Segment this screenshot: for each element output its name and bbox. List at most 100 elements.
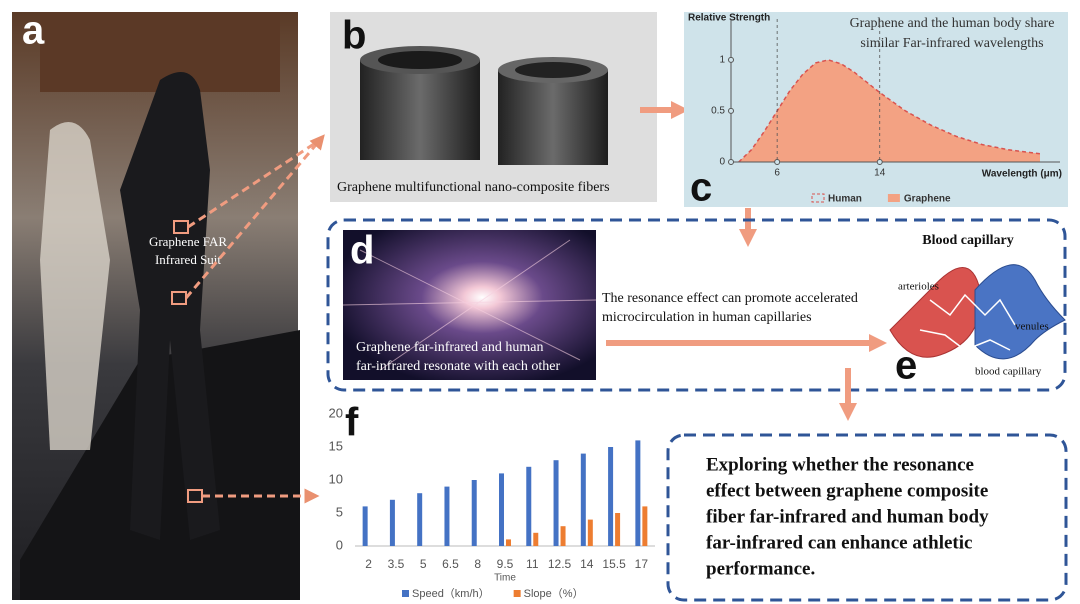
- y-tick-label: 0: [336, 537, 343, 552]
- capillary-network: [919, 293, 1016, 351]
- conclusion-text: performance.: [706, 558, 815, 579]
- label: blood capillary: [975, 366, 1042, 378]
- y-tick-label: 10: [329, 471, 343, 486]
- resonance-text: microcirculation in human capillaries: [602, 310, 812, 325]
- bar: [533, 532, 539, 546]
- conclusion-text: effect between graphene composite: [706, 480, 988, 501]
- panel-title: Blood capillary: [922, 233, 1013, 248]
- bar: [444, 486, 450, 546]
- panel-a: a Graphene FAR Infrared Suit: [12, 9, 300, 600]
- legend-label: Graphene: [904, 194, 951, 205]
- series-filled: [738, 59, 1040, 162]
- conclusion-text: fiber far-infrared and human body: [706, 506, 989, 527]
- annotation: Graphene and the human body share: [850, 16, 1055, 31]
- x-tick-label: 14: [580, 557, 594, 571]
- series-dashed: [738, 59, 1041, 163]
- x-axis-label: Time: [494, 573, 516, 584]
- panel-e: Blood capillary arterioles venules blood…: [889, 233, 1066, 388]
- caption: far-infrared resonate with each other: [356, 359, 561, 374]
- legend-swatch: [402, 590, 409, 597]
- panel-label: e: [895, 344, 917, 388]
- panel-c: c Graphene and the human body share simi…: [684, 12, 1068, 210]
- conclusion-text: Exploring whether the resonance: [706, 454, 974, 475]
- bar: [560, 526, 566, 546]
- legend-label: Speed（km/h）: [412, 587, 490, 600]
- legend-swatch: [811, 193, 825, 203]
- bar: [615, 513, 621, 546]
- x-tick-label: 15.5: [602, 557, 626, 571]
- x-tick-mark: [876, 159, 883, 165]
- y-tick-mark: [728, 56, 734, 63]
- x-tick-label: 14: [874, 168, 886, 179]
- bar: [471, 480, 477, 546]
- panel-label: d: [350, 229, 374, 273]
- bar: [499, 473, 504, 546]
- conclusion-box: [666, 433, 1068, 602]
- group-box: [326, 218, 1067, 392]
- bar: [587, 519, 593, 546]
- bar: [608, 447, 614, 546]
- spool: [360, 60, 480, 160]
- runner: [120, 72, 220, 540]
- light-ray: [342, 239, 597, 371]
- bar: [526, 466, 532, 546]
- x-tick-label: 6.5: [442, 557, 459, 571]
- y-tick-label: 0.5: [711, 106, 725, 117]
- x-tick-label: 11: [526, 557, 539, 571]
- legend-swatch: [887, 194, 900, 202]
- spool: [498, 70, 608, 165]
- panel-d: d Graphene far-infrared and human far-in…: [342, 229, 597, 380]
- y-tick-label: 1: [719, 54, 725, 65]
- label: arterioles: [898, 281, 939, 293]
- x-tick-mark: [774, 159, 781, 165]
- bar: [362, 506, 368, 546]
- x-tick-label: 3.5: [388, 557, 405, 571]
- cabinet: [40, 12, 280, 92]
- dashed-arrow: [184, 140, 320, 299]
- y-tick-mark: [728, 159, 734, 165]
- x-tick-label: 12.5: [548, 557, 572, 571]
- panel-f: f Time 0 5 10 15 20 2 3.5 5 6.5 8 9.5 11 12.5 14 15.5 1…: [329, 401, 655, 600]
- y-axis-label: Relative Strength: [688, 13, 770, 24]
- bar: [417, 493, 423, 546]
- panel-label: c: [690, 166, 712, 210]
- y-tick-label: 5: [336, 504, 343, 519]
- annotation: Infrared Suit: [155, 252, 221, 267]
- caption: Graphene multifunctional nano-composite …: [337, 180, 610, 195]
- person: [40, 122, 110, 450]
- legend-label: Slope（%）: [524, 587, 584, 600]
- y-tick-label: 0: [719, 157, 725, 168]
- bar: [553, 460, 559, 546]
- x-tick-label: 9.5: [497, 557, 514, 571]
- y-tick-label: 20: [329, 405, 343, 420]
- label: venules: [1015, 321, 1049, 333]
- panel-label: a: [22, 9, 45, 53]
- x-tick-label: 17: [635, 557, 649, 571]
- x-tick-label: 6: [774, 168, 780, 179]
- x-tick-label: 5: [420, 557, 427, 571]
- panel-b: b Graphene multifunctional nano-composit…: [330, 12, 657, 202]
- annotation: Graphene FAR: [149, 234, 227, 249]
- bar: [580, 453, 586, 546]
- legend-label: Human: [828, 194, 862, 205]
- bar: [635, 440, 641, 546]
- panel-label: b: [342, 14, 366, 58]
- y-tick-mark: [728, 107, 734, 114]
- legend-swatch: [513, 590, 521, 597]
- venules-drawing: [974, 264, 1066, 360]
- caption: Graphene far-infrared and human: [356, 340, 543, 355]
- spool: [515, 62, 591, 78]
- conclusion-text: far-infrared can enhance athletic: [706, 532, 972, 553]
- x-tick-label: 2: [365, 557, 372, 571]
- spool: [378, 51, 462, 69]
- panel-label: f: [345, 401, 359, 445]
- bar: [506, 539, 511, 546]
- x-tick-label: 8: [474, 557, 481, 571]
- bar: [642, 506, 648, 546]
- bar: [389, 499, 395, 546]
- y-tick-label: 15: [329, 438, 343, 453]
- resonance-text: The resonance effect can promote acceler…: [602, 291, 858, 306]
- x-axis-label: Wavelength (μm): [982, 169, 1062, 180]
